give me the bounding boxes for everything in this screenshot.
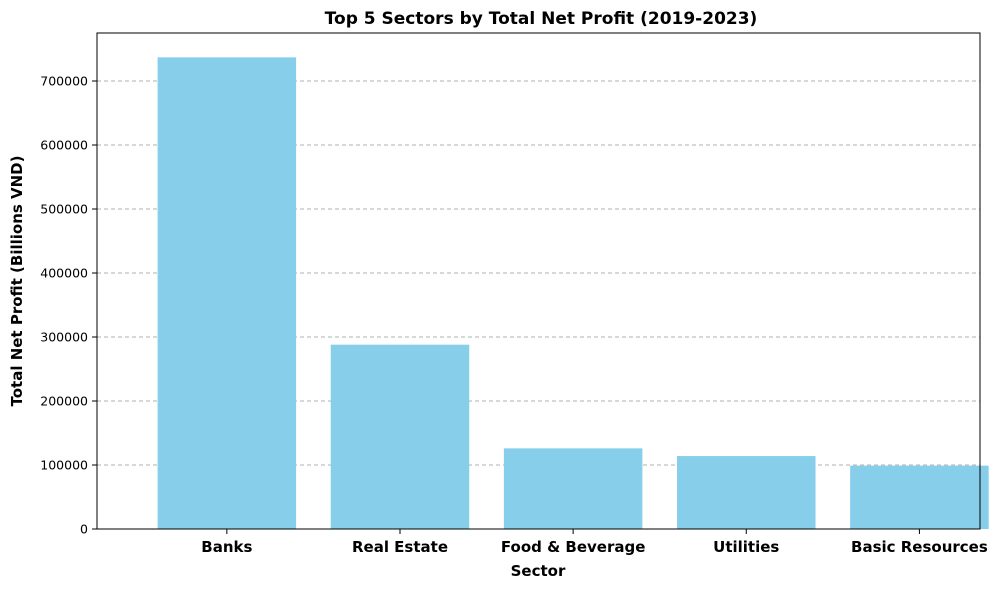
y-tick-label: 200000 <box>40 394 88 409</box>
x-tick-label: Banks <box>201 538 252 556</box>
x-axis-ticks: Banks Real Estate Food & Beverage Utilities… <box>201 529 988 556</box>
bar <box>850 465 989 529</box>
bar <box>157 57 297 529</box>
plot-frame <box>96 32 981 530</box>
bar <box>677 456 816 529</box>
bars <box>157 57 989 529</box>
y-tick-label: 500000 <box>40 202 88 217</box>
bar <box>503 448 643 529</box>
x-tick-label: Basic Resources <box>851 538 988 556</box>
y-tick-label: 700000 <box>40 74 88 89</box>
y-tick-label: 0 <box>80 522 88 537</box>
bar <box>330 344 470 529</box>
chart-title: Top 5 Sectors by Total Net Profit (2019-… <box>325 9 758 29</box>
y-tick-label: 400000 <box>40 266 88 281</box>
y-tick-label: 300000 <box>40 330 88 345</box>
x-axis-label: Sector <box>511 562 566 580</box>
y-axis-ticks: 0 100000 200000 300000 400000 500000 600000 700… <box>40 74 97 537</box>
y-tick-label: 600000 <box>40 138 88 153</box>
x-tick-label: Real Estate <box>352 538 448 556</box>
y-tick-label: 100000 <box>40 458 88 473</box>
x-tick-label: Utilities <box>713 538 779 556</box>
y-axis-label: Total Net Profit (Billions VND) <box>8 156 26 407</box>
x-tick-label: Food & Beverage <box>501 538 646 556</box>
